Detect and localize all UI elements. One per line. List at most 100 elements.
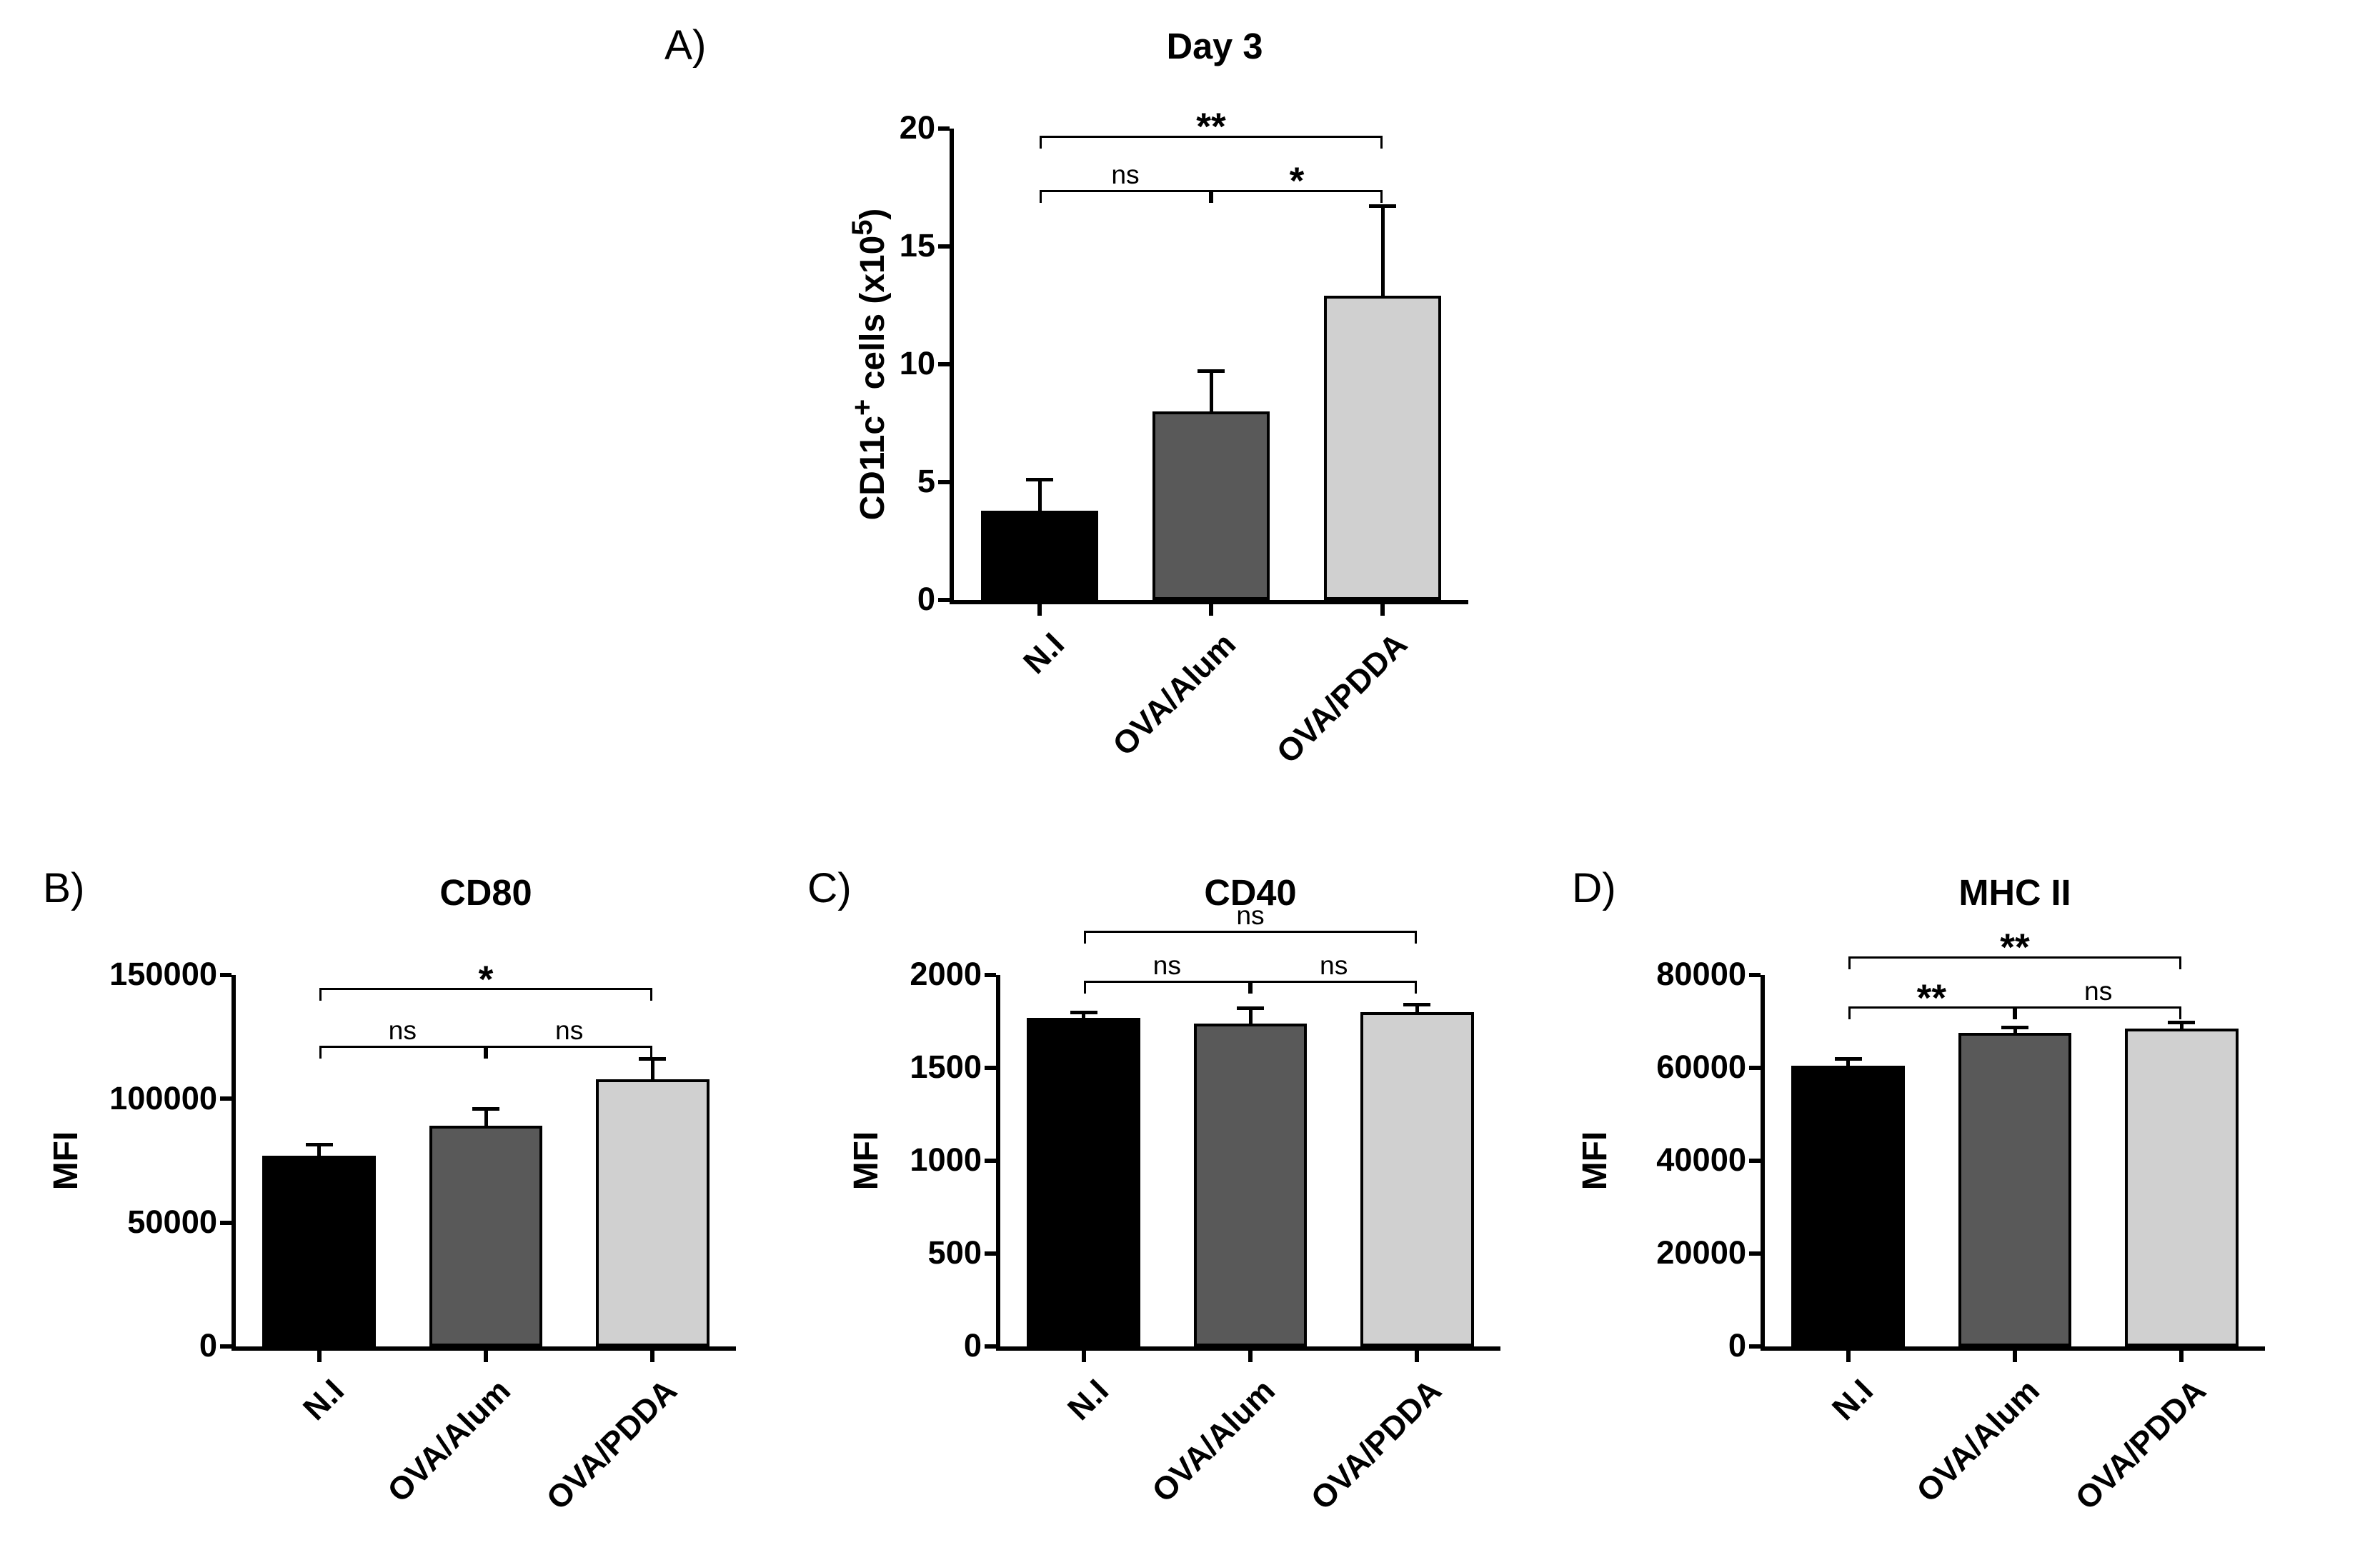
- bar: [1194, 1024, 1308, 1346]
- sig-bracket-drop: [1848, 956, 1851, 969]
- x-tick: [1209, 604, 1213, 616]
- x-tick: [1037, 604, 1042, 616]
- sig-bracket-drop: [1848, 1006, 1851, 1019]
- y-tick: [938, 244, 950, 249]
- error-bar: [1038, 480, 1042, 511]
- y-axis-line: [996, 975, 1000, 1346]
- error-cap: [1198, 369, 1225, 373]
- bar: [596, 1079, 709, 1346]
- x-tick-label: OVA/Alum: [1105, 1372, 1283, 1550]
- x-tick-label: OVA/PDDA: [1271, 1372, 1449, 1550]
- y-tick: [985, 1251, 996, 1256]
- error-bar: [1210, 371, 1213, 411]
- x-tick-label: OVA/PDDA: [1237, 626, 1415, 804]
- x-tick-label: OVA/Alum: [340, 1372, 518, 1550]
- x-tick: [1415, 1351, 1419, 1362]
- x-tick-label: OVA/Alum: [1065, 626, 1243, 804]
- bar: [2125, 1029, 2239, 1346]
- sig-bracket-h: [319, 1046, 486, 1048]
- x-tick: [650, 1351, 654, 1362]
- y-axis-title: MFI: [46, 975, 86, 1346]
- bar: [1027, 1018, 1140, 1346]
- bar: [1360, 1012, 1474, 1346]
- y-axis-line: [950, 129, 954, 600]
- sig-bracket-drop: [2179, 956, 2181, 969]
- x-tick-label: N.I: [894, 626, 1072, 804]
- sig-label: ns: [1208, 900, 1293, 931]
- chart-title-B: CD80: [236, 871, 736, 914]
- error-cap: [1070, 1011, 1097, 1014]
- x-tick-label: N.I: [1703, 1372, 1881, 1550]
- x-tick-label: N.I: [938, 1372, 1116, 1550]
- y-tick: [938, 598, 950, 602]
- y-tick: [1749, 1066, 1761, 1070]
- y-tick: [220, 1221, 231, 1225]
- bar: [262, 1156, 376, 1346]
- x-tick-label: OVA/PDDA: [2036, 1372, 2214, 1550]
- error-cap: [1835, 1057, 1862, 1061]
- y-tick-label: 80000: [1603, 956, 1746, 993]
- x-tick: [1248, 1351, 1253, 1362]
- y-tick: [938, 480, 950, 484]
- x-tick: [1380, 604, 1385, 616]
- sig-label: **: [1888, 976, 1974, 1020]
- y-tick-label: 0: [74, 1327, 217, 1364]
- sig-bracket-drop: [2015, 1006, 2017, 1019]
- y-tick: [1749, 973, 1761, 977]
- error-bar: [1249, 1009, 1253, 1024]
- sig-bracket-drop: [1380, 190, 1383, 203]
- error-cap: [639, 1057, 666, 1061]
- bar: [429, 1126, 543, 1346]
- sig-bracket-h: [1084, 981, 1250, 983]
- y-axis-title: CD11c+ cells (x105): [847, 129, 892, 600]
- y-tick: [1749, 1344, 1761, 1349]
- x-tick-label: N.I: [174, 1372, 352, 1550]
- chart-plot-B: 050000100000150000N.IOVA/AlumOVA/PDDAnsn…: [236, 975, 736, 1346]
- error-cap: [306, 1143, 333, 1146]
- chart-plot-A: 05101520N.IOVA/AlumOVA/PDDAns***: [954, 129, 1468, 600]
- x-tick-label: OVA/PDDA: [507, 1372, 684, 1550]
- x-tick: [484, 1351, 488, 1362]
- y-axis-line: [231, 975, 236, 1346]
- error-cap: [1026, 478, 1053, 481]
- y-tick-label: 20000: [1603, 1234, 1746, 1271]
- error-cap: [1369, 204, 1396, 208]
- error-cap: [2001, 1026, 2028, 1029]
- sig-bracket-drop: [1211, 190, 1213, 203]
- sig-label: ns: [527, 1015, 612, 1046]
- figure-page: A)Day 305101520N.IOVA/AlumOVA/PDDAns***C…: [0, 0, 2380, 1555]
- y-tick: [220, 973, 231, 977]
- sig-bracket-drop: [1415, 981, 1417, 994]
- bar: [1324, 296, 1440, 600]
- error-bar: [1381, 206, 1385, 296]
- y-tick-label: 60000: [1603, 1049, 1746, 1086]
- panel-label-A: A): [664, 21, 707, 69]
- x-tick: [317, 1351, 322, 1362]
- sig-bracket-h: [2015, 1006, 2181, 1009]
- error-cap: [2168, 1021, 2195, 1024]
- sig-label: ns: [1124, 950, 1210, 981]
- sig-label: ns: [1082, 159, 1168, 190]
- sig-bracket-drop: [650, 988, 652, 1001]
- sig-bracket-drop: [1084, 931, 1086, 944]
- x-tick: [2013, 1351, 2017, 1362]
- x-tick: [1082, 1351, 1086, 1362]
- y-tick: [938, 126, 950, 131]
- x-tick: [2179, 1351, 2184, 1362]
- y-tick: [938, 362, 950, 366]
- sig-label: **: [1168, 105, 1254, 149]
- sig-bracket-h: [1084, 931, 1418, 933]
- y-tick: [985, 1159, 996, 1163]
- sig-label: *: [1254, 159, 1340, 203]
- x-tick-label: OVA/Alum: [1869, 1372, 2047, 1550]
- y-tick: [985, 973, 996, 977]
- sig-bracket-h: [1250, 981, 1417, 983]
- sig-bracket-drop: [1250, 981, 1253, 994]
- sig-bracket-drop: [650, 1046, 652, 1059]
- sig-label: *: [443, 958, 529, 1001]
- sig-label: **: [1972, 926, 2058, 969]
- panel-label-B: B): [43, 864, 85, 912]
- bar: [1958, 1033, 2072, 1346]
- panel-label-D: D): [1572, 864, 1616, 912]
- y-tick: [985, 1066, 996, 1070]
